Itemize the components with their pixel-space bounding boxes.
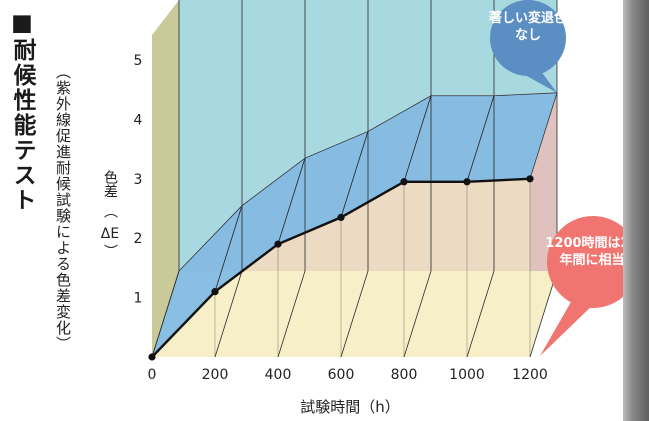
y-tick-label: 1	[134, 291, 143, 307]
y-tick-label: 5	[134, 53, 143, 69]
data-point	[337, 213, 345, 222]
floor-grid-line	[151, 270, 180, 358]
bubble-bottom-tail	[540, 295, 598, 356]
floor-grid-line	[529, 270, 558, 358]
x-tick-label: 800	[391, 367, 418, 383]
data-point	[400, 178, 408, 186]
data-point	[211, 288, 219, 296]
floor-grid-line	[214, 270, 243, 358]
data-point	[463, 178, 471, 186]
bubble-bottom	[547, 216, 639, 308]
page-title: ■耐候性能テスト	[9, 10, 35, 213]
floor-grid-line	[466, 270, 495, 358]
data-point	[526, 175, 534, 183]
floor-grid-line	[403, 270, 432, 358]
x-tick-label: 1200	[512, 367, 548, 383]
bubble-top	[490, 0, 566, 76]
data-point	[274, 240, 282, 248]
x-tick-label: 400	[265, 367, 292, 383]
y-axis-label: 色差（ΔE）	[100, 170, 120, 258]
x-tick-label: 0	[148, 367, 157, 383]
bubble-top-text: 著しい変退色なし	[488, 11, 567, 43]
floor-grid-line	[277, 270, 306, 358]
x-tick-label: 600	[328, 367, 355, 383]
x-tick-label: 1000	[449, 367, 485, 383]
x-axis-label: 試験時間（h）	[300, 398, 400, 416]
y-tick-label: 3	[134, 172, 143, 188]
floor-grid-line	[340, 270, 369, 358]
side-wall	[152, 0, 179, 357]
photo-edge-decoration	[623, 0, 649, 421]
bubble-bottom-text: 1200時間は20年間に相当	[545, 236, 639, 268]
y-tick-label: 2	[134, 231, 143, 247]
y-tick-label: 4	[134, 112, 143, 128]
x-tick-label: 200	[202, 367, 229, 383]
data-point	[148, 353, 156, 361]
page-subtitle: （紫外線促進耐候試験による色差変化）	[54, 64, 72, 352]
